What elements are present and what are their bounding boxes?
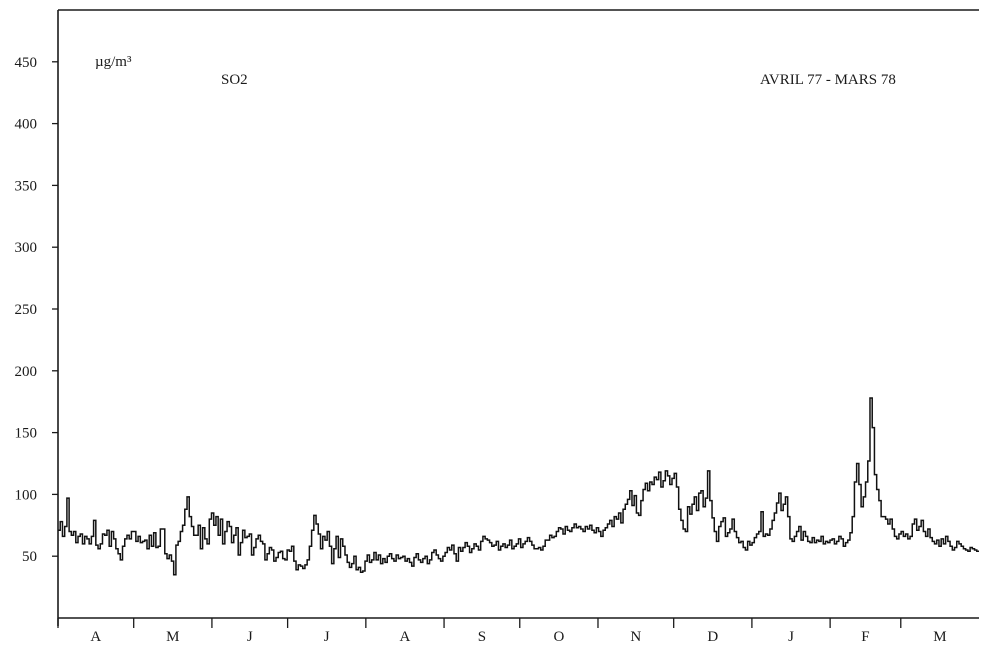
so2-series-line <box>58 397 979 576</box>
month-label: A <box>400 629 411 645</box>
y-axis: 50 100 150 200 250 300 350 400 450 <box>15 10 59 626</box>
month-label: M <box>166 629 179 645</box>
month-label: O <box>553 629 564 645</box>
y-tick-label: 250 <box>15 302 38 318</box>
month-label: J <box>247 629 253 645</box>
month-label: J <box>788 629 794 645</box>
y-tick-label: 100 <box>15 487 38 503</box>
y-tick-label: 450 <box>15 55 38 71</box>
unit-label: µg/m³ <box>95 54 132 70</box>
month-label: D <box>707 629 718 645</box>
y-tick-label: 150 <box>15 426 38 442</box>
y-tick-label: 350 <box>15 178 38 194</box>
y-tick-label: 300 <box>15 240 38 256</box>
month-label: J <box>324 629 330 645</box>
y-tick-label: 50 <box>22 549 37 565</box>
month-label: F <box>861 629 869 645</box>
month-label: S <box>478 629 486 645</box>
period-label: AVRIL 77 - MARS 78 <box>760 72 896 88</box>
month-label: N <box>630 629 641 645</box>
month-label: A <box>90 629 101 645</box>
y-tick-label: 400 <box>15 117 38 133</box>
month-label: M <box>933 629 946 645</box>
chart-title: SO2 <box>221 72 248 88</box>
y-tick-label: 200 <box>15 364 38 380</box>
